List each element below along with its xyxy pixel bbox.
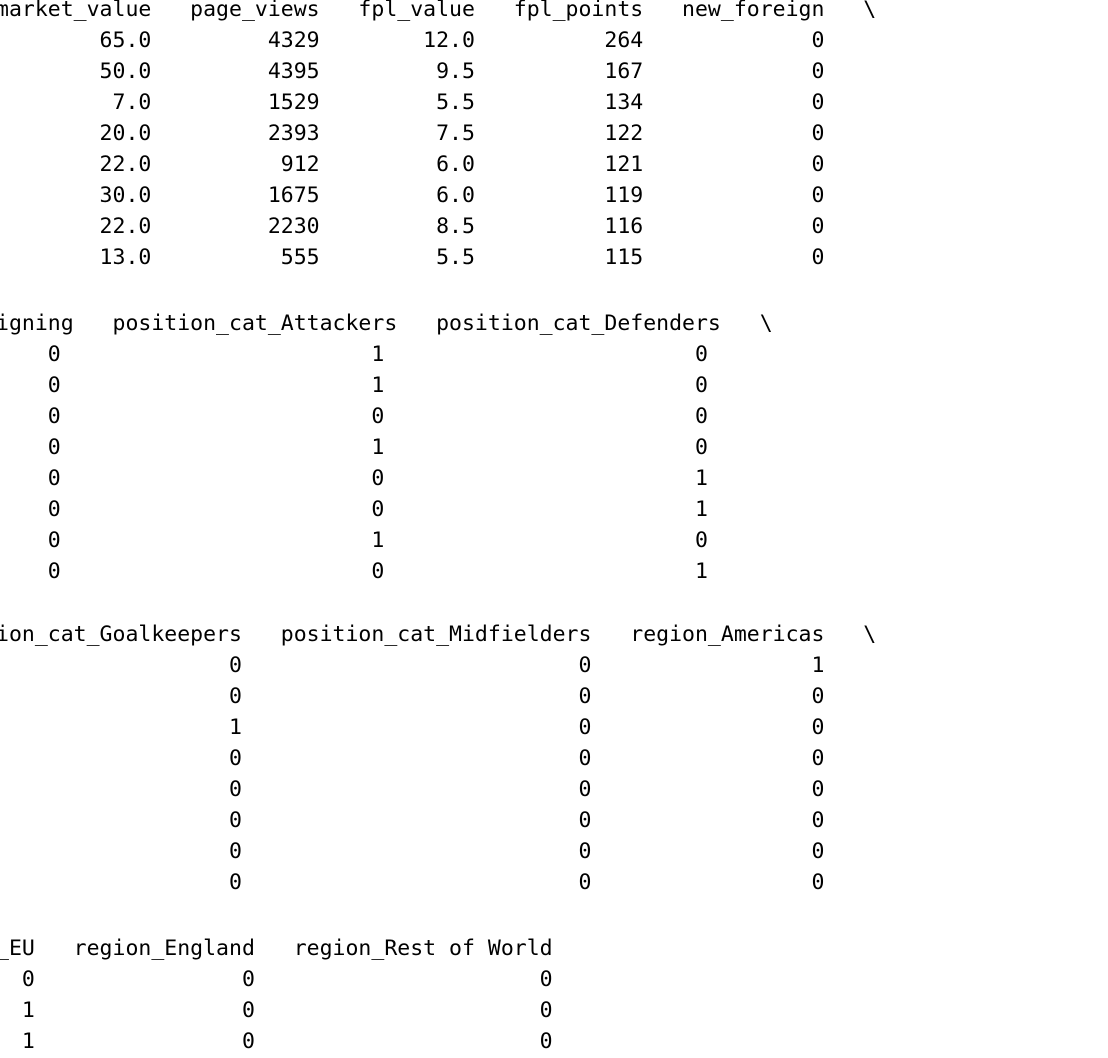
block-1-header: igning position_cat_Attackers position_c… <box>0 311 773 336</box>
block-2-row: 0 0 0 <box>0 777 825 802</box>
block-2-row: 0 0 0 <box>0 839 825 864</box>
block-3-row: 1 0 0 <box>0 998 553 1023</box>
block-0-row: 20.0 2393 7.5 122 0 <box>0 121 825 146</box>
block-3-header: _EU region_England region_Rest of World <box>0 936 553 961</box>
block-2-row: 1 0 0 <box>0 715 825 740</box>
block-1-row: 0 1 0 <box>0 528 708 553</box>
block-2-row: 0 0 1 <box>0 653 825 678</box>
block-2-header: ion_cat_Goalkeepers position_cat_Midfiel… <box>0 622 877 647</box>
block-0-row: 13.0 555 5.5 115 0 <box>0 245 825 270</box>
block-0-row: 22.0 912 6.0 121 0 <box>0 152 825 177</box>
block-1-row: 0 0 1 <box>0 559 708 584</box>
block-2-row: 0 0 0 <box>0 808 825 833</box>
block-1-row: 0 1 0 <box>0 435 708 460</box>
block-3-row: 1 0 0 <box>0 1029 553 1054</box>
block-1-row: 0 1 0 <box>0 342 708 367</box>
block-3-row: 0 0 0 <box>0 967 553 992</box>
block-0-row: 22.0 2230 8.5 116 0 <box>0 214 825 239</box>
block-2-row: 0 0 0 <box>0 684 825 709</box>
block-0-row: 30.0 1675 6.0 119 0 <box>0 183 825 208</box>
block-1-row: 0 0 1 <box>0 466 708 491</box>
block-1-row: 0 0 0 <box>0 404 708 429</box>
block-1-row: 0 0 1 <box>0 497 708 522</box>
block-0-row: 7.0 1529 5.5 134 0 <box>0 90 825 115</box>
block-0-header: market_value page_views fpl_value fpl_po… <box>0 0 877 22</box>
block-2-row: 0 0 0 <box>0 746 825 771</box>
block-0-row: 50.0 4395 9.5 167 0 <box>0 59 825 84</box>
block-0-row: 65.0 4329 12.0 264 0 <box>0 28 825 53</box>
block-1-row: 0 1 0 <box>0 373 708 398</box>
block-2-row: 0 0 0 <box>0 870 825 895</box>
